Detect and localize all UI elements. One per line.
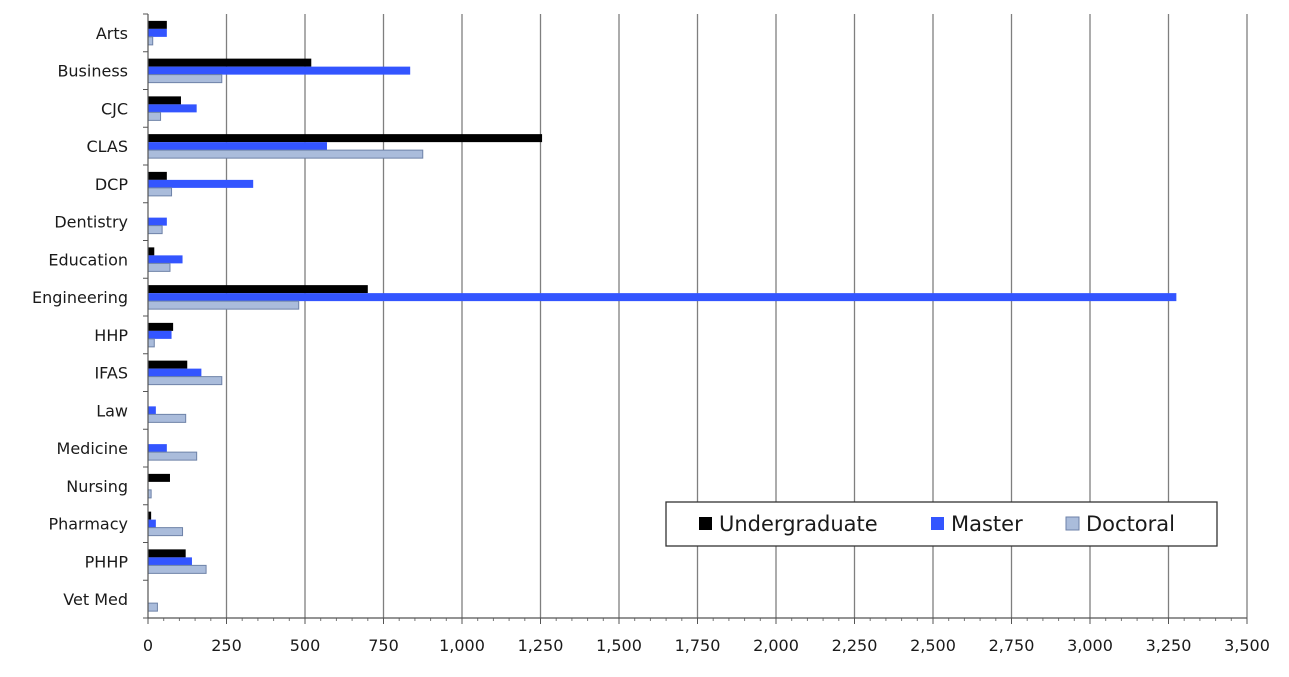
bar-master-cjc [148,104,197,113]
x-tick-label: 1,500 [596,636,642,655]
category-label: Education [48,250,128,269]
bar-undergraduate-education [148,247,155,256]
x-tick-label: 2,750 [989,636,1035,655]
bar-undergraduate-business [148,58,312,67]
bar-undergraduate-hhp [148,322,174,331]
bar-doctoral-dcp [147,187,173,197]
tick-labels: 0 250 500 750 1,000 1,250 1,500 1,750 2,000 2,250… [143,636,1270,655]
x-tick-label: 1,750 [675,636,721,655]
x-tick-label: 250 [211,636,242,655]
bar-doctoral-arts [147,36,154,46]
bar-master-education [148,255,183,264]
category-label: CLAS [86,137,128,156]
category-label: IFAS [94,364,128,383]
bar-master-hhp [148,330,172,339]
x-tick-label: 3,500 [1224,636,1270,655]
category-label: Law [96,401,128,420]
bar-doctoral-dentistry [147,225,163,235]
legend: Undergraduate Master Doctoral [665,501,1218,547]
bar-master-engineering [148,293,1177,302]
bar-doctoral-phhp [147,564,207,574]
bar-master-dcp [148,179,254,188]
bar-master-law [148,406,156,415]
bar-undergraduate-clas [148,134,543,143]
category-label: Vet Med [63,590,128,609]
bar-undergraduate-phhp [148,549,186,558]
x-tick-label: 500 [290,636,321,655]
bar-master-arts [148,28,167,37]
x-tick-label: 3,250 [1146,636,1192,655]
legend-swatch-master [931,517,944,530]
bar-doctoral-business [147,74,223,84]
bar-doctoral-law [147,413,187,423]
bar-master-dentistry [148,217,167,226]
bar-doctoral-education [147,262,171,272]
category-label: PHHP [85,552,129,571]
bar-undergraduate-pharmacy [148,511,152,520]
x-tick-label: 1,250 [518,636,564,655]
bar-master-medicine [148,444,167,453]
bar-doctoral-medicine [147,451,198,461]
bar-doctoral-clas [147,149,424,159]
category-label: Medicine [57,439,128,458]
bar-doctoral-cjc [147,111,162,121]
legend-label-undergraduate: Undergraduate [719,512,878,536]
bar-undergraduate-cjc [148,96,181,105]
bar-doctoral-pharmacy [147,527,184,537]
bars [147,20,1177,612]
bar-doctoral-hhp [147,338,155,348]
x-tick-label: 1,000 [439,636,485,655]
category-label: Arts [96,24,128,43]
bar-doctoral-engineering [147,300,300,310]
category-label: Dentistry [54,213,128,232]
legend-swatch-doctoral [1065,516,1080,531]
x-tick-label: 750 [368,636,399,655]
bar-master-phhp [148,557,192,566]
bar-master-ifas [148,368,202,377]
category-label: DCP [95,175,128,194]
legend-label-master: Master [951,512,1023,536]
axes [143,13,1248,624]
x-tick-label: 2,250 [832,636,878,655]
bar-master-clas [148,142,327,151]
category-label: Engineering [32,288,128,307]
category-label: Business [57,62,128,81]
bar-undergraduate-ifas [148,360,188,369]
bar-master-business [148,66,411,75]
bar-undergraduate-engineering [148,285,368,294]
x-tick-label: 0 [143,636,153,655]
category-labels: Arts Business CJC CLAS DCP Dentistry Education… [32,24,128,609]
category-label: Pharmacy [48,515,128,534]
bar-master-pharmacy [148,519,156,528]
x-tick-label: 2,000 [753,636,799,655]
category-label: HHP [94,326,128,345]
x-tick-label: 2,500 [910,636,956,655]
bar-doctoral-vet-med [147,602,158,612]
legend-label-doctoral: Doctoral [1086,512,1175,536]
category-label: Nursing [66,477,128,496]
legend-swatch-undergraduate [699,517,712,530]
x-tick-label: 3,000 [1067,636,1113,655]
category-label: CJC [101,99,128,118]
bar-undergraduate-dcp [148,171,167,180]
bar-undergraduate-arts [148,20,167,29]
bar-doctoral-ifas [147,376,223,386]
bar-undergraduate-nursing [148,473,170,482]
